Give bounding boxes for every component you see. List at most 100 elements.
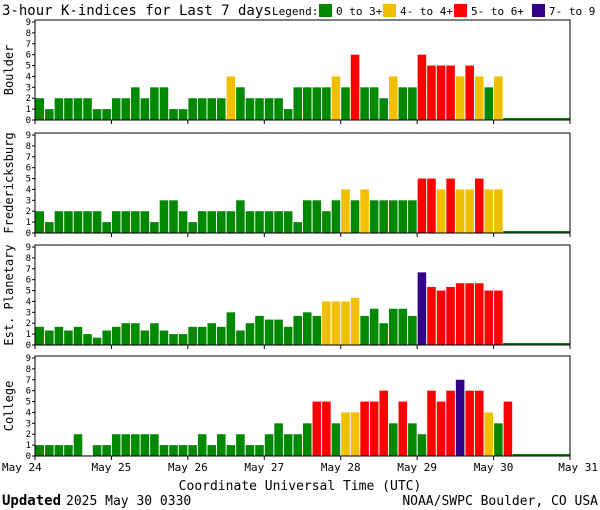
y-tick-label: 0: [26, 452, 31, 462]
y-tick-label: 8: [26, 254, 31, 264]
k-index-bar: [322, 401, 331, 456]
k-index-bar: [408, 200, 417, 233]
y-tick-label: 8: [26, 142, 31, 152]
k-index-bar: [207, 211, 217, 233]
x-tick-label: May 27: [244, 461, 284, 474]
k-index-bar: [274, 98, 283, 120]
k-index-bar: [121, 434, 131, 456]
k-index-bar: [159, 87, 169, 120]
k-index-bar: [35, 326, 45, 345]
y-tick-label: 7: [26, 376, 31, 386]
no-data-baseline: [503, 343, 571, 345]
k-index-bar: [312, 401, 322, 456]
k-index-bar: [341, 412, 350, 456]
legend-label-text: 4- to 4+: [400, 5, 453, 18]
k-index-bar: [207, 323, 217, 345]
y-tick-label: 6: [26, 387, 31, 397]
k-index-bar: [494, 76, 503, 120]
k-index-bar: [446, 178, 455, 233]
k-index-bar: [64, 445, 73, 456]
y-tick-label: 5: [26, 175, 31, 185]
k-index-bar: [360, 87, 369, 120]
k-index-bar: [417, 54, 427, 120]
k-index-bar: [178, 334, 188, 345]
panel-frame: [34, 355, 571, 457]
x-tick-label: May 24: [2, 461, 42, 474]
k-index-bar: [436, 65, 446, 120]
k-index-bar: [398, 87, 408, 120]
station-label: College: [2, 381, 16, 432]
k-index-bar: [264, 319, 274, 345]
k-index-bar: [150, 323, 159, 345]
y-tick-label: 6: [26, 276, 31, 286]
y-tick-label: 4: [26, 297, 31, 307]
y-tick-label: 7: [26, 153, 31, 163]
k-index-bar: [474, 283, 484, 345]
k-index-bar: [217, 211, 226, 233]
k-index-bar: [388, 308, 398, 345]
k-index-bar: [217, 326, 226, 345]
legend-label: Legend:: [272, 5, 318, 18]
k-index-bar: [274, 319, 283, 345]
k-index-bar: [398, 308, 408, 345]
k-index-bar: [494, 290, 503, 345]
y-tick-label: 0: [26, 229, 31, 239]
k-index-bar: [236, 200, 245, 233]
k-index-bar: [350, 200, 360, 233]
k-index-bar: [484, 189, 494, 233]
k-index-bar: [369, 401, 379, 456]
panels: 0123456789Boulder0123456789Fredericksbur…: [2, 18, 598, 474]
k-index-bar: [427, 65, 436, 120]
legend-label-text: 0 to 3+: [336, 5, 383, 18]
k-index-bar: [350, 297, 360, 345]
k-index-bar: [446, 286, 455, 345]
k-index-bar: [102, 445, 111, 456]
k-index-bar: [102, 222, 111, 233]
k-index-bar: [54, 445, 64, 456]
legend-swatch: [319, 4, 332, 17]
k-index-bar: [303, 87, 312, 120]
k-index-bar: [121, 323, 131, 345]
k-index-bar: [111, 434, 121, 456]
panel-frame: [34, 19, 571, 121]
y-tick-label: 3: [26, 419, 31, 429]
k-index-bar: [150, 434, 159, 456]
k-index-bar: [197, 434, 207, 456]
no-data-baseline: [512, 454, 570, 456]
y-tick-label: 2: [26, 430, 31, 440]
k-index-bar: [207, 98, 217, 120]
k-index-bar: [484, 290, 494, 345]
k-index-bar: [455, 283, 465, 345]
k-index-bar: [446, 390, 455, 456]
k-index-bar: [255, 315, 264, 345]
y-tick-label: 1: [26, 218, 31, 228]
k-index-bar: [45, 445, 54, 456]
k-index-bar: [83, 334, 92, 345]
k-index-bar: [341, 301, 350, 345]
k-index-bar: [283, 434, 293, 456]
k-index-bar: [264, 434, 274, 456]
k-index-bar: [312, 315, 322, 345]
k-index-bar: [35, 445, 45, 456]
k-index-bar: [503, 401, 513, 456]
y-tick-label: 3: [26, 83, 31, 93]
y-tick-label: 2: [26, 319, 31, 329]
k-index-bar: [264, 211, 274, 233]
k-index-bar: [436, 290, 446, 345]
k-index-bar: [350, 54, 360, 120]
k-index-bar: [455, 379, 465, 456]
k-index-bar: [178, 211, 188, 233]
x-tick-label: May 26: [168, 461, 208, 474]
k-index-bar: [178, 445, 188, 456]
k-index-bar: [159, 330, 169, 345]
k-index-bar: [494, 423, 503, 456]
k-index-bar: [45, 330, 54, 345]
k-index-bar: [64, 330, 73, 345]
k-index-bar: [236, 87, 245, 120]
k-index-bar: [283, 211, 293, 233]
k-index-bar: [245, 98, 255, 120]
k-index-bar: [92, 109, 102, 120]
x-tick-label: May 25: [92, 461, 132, 474]
